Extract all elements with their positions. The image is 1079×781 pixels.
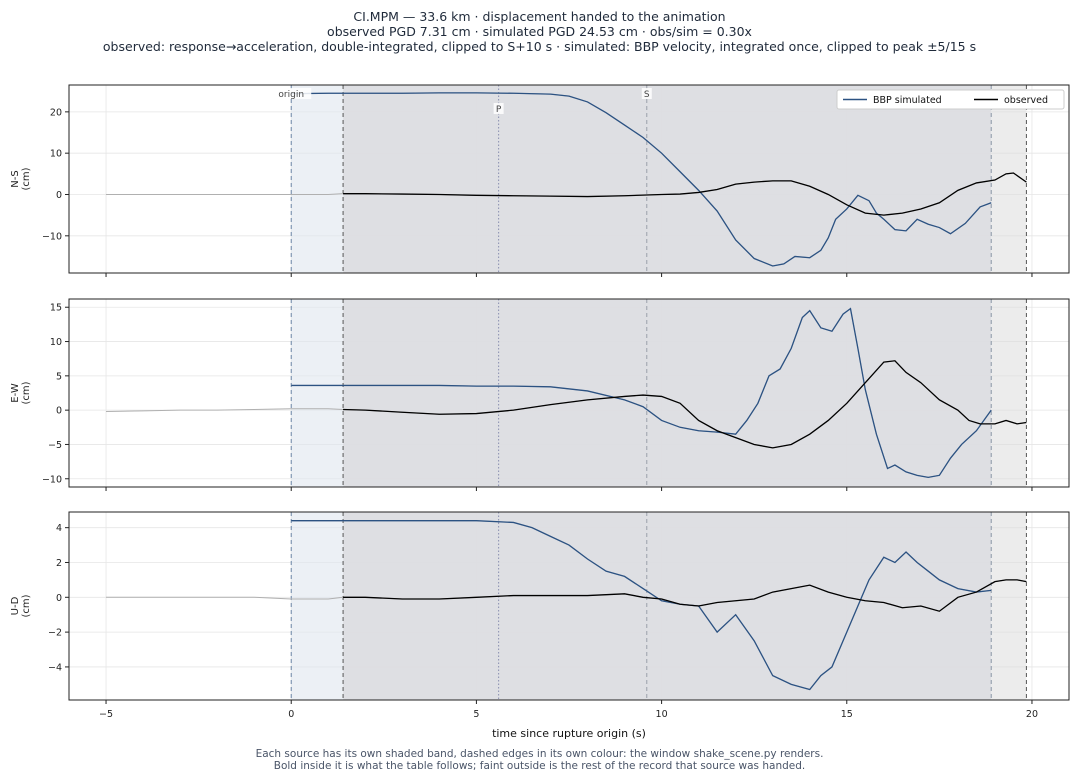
y-tick-label: −10 [42,474,62,485]
x-tick-label: −5 [99,709,113,720]
y-tick-label: −10 [42,231,62,242]
series-simulated-line [291,307,992,479]
y-tick-label: 5 [56,371,62,382]
y-tick-label: −2 [48,628,62,639]
series-simulated-line [291,92,992,267]
overlap-window-band [343,299,992,487]
x-axis-label: time since rupture origin (s) [492,727,646,740]
marker-label-bg [271,88,312,99]
legend-box [836,89,1065,110]
marker-label-p: P [496,105,502,115]
overlap-window-band [343,512,992,700]
marker-label-s: S [644,90,650,100]
observed-window-band [991,512,1027,700]
y-tick-label: 10 [50,337,62,348]
x-tick-label: 5 [473,709,479,720]
panel-frame [68,511,1070,701]
chart-title-line-1: CI.MPM — 33.6 km · displacement handed t… [353,9,726,24]
y-tick-label: −5 [48,440,62,451]
panel-e-w: −10 −5 0 5 10 15 [42,298,1070,491]
caption-line-2: Bold inside it is what the table follows… [273,760,806,772]
panel-frame [68,298,1070,488]
y-tick-label: 4 [56,523,62,534]
marker-label-bg [641,88,652,99]
panel-frame [68,84,1070,274]
y-axis-label: N-S [10,170,21,187]
overlap-window-band [343,85,992,273]
y-axis-unit: (cm) [21,594,32,617]
y-tick-label: 15 [50,303,62,314]
series-simulated-line [291,520,992,691]
y-axis-unit: (cm) [21,381,32,404]
marker-label-origin: origin [278,90,304,100]
x-tick-label: 15 [841,709,853,720]
y-axis-label: U-D [10,596,21,615]
x-tick-label: 20 [1026,709,1038,720]
chart-title-line-2: observed PGD 7.31 cm · simulated PGD 24.… [327,24,752,39]
series-observed-line [343,579,1027,612]
legend-label-simulated: BBP simulated [873,95,942,106]
y-tick-label: −4 [48,662,62,673]
y-axis-unit: (cm) [21,167,32,190]
series-observed-line [343,360,1027,449]
y-tick-label: 0 [56,406,62,417]
chart-title-line-3: observed: response→acceleration, double-… [102,39,977,54]
panel-u-d: −4 −2 0 2 4 [48,511,1070,704]
y-tick-label: 20 [50,107,62,118]
y-tick-label: 0 [56,593,62,604]
simulated-window-band [291,85,344,273]
y-tick-label: 0 [56,190,62,201]
observed-window-band [991,299,1027,487]
x-tick-label: 10 [656,709,668,720]
series-observed-line [343,172,1027,216]
panel-n-s: −10 0 10 20 [42,84,1070,277]
simulated-window-band [291,512,344,700]
y-tick-label: 2 [56,558,62,569]
caption-line-1: Each source has its own shaded band, das… [255,748,824,760]
simulated-window-band [291,299,344,487]
marker-label-bg [493,103,504,114]
x-tick-label: 0 [288,709,294,720]
y-axis-label: E-W [10,383,21,403]
legend-label-observed: observed [1004,95,1048,106]
y-tick-label: 10 [50,149,62,160]
